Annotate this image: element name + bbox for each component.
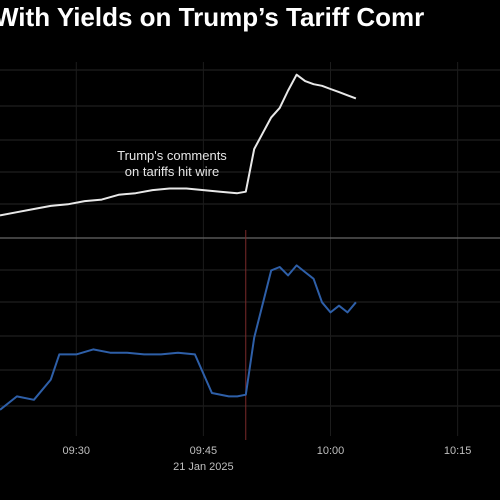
x-tick-label-4: 10:15 <box>444 445 472 457</box>
series-line-panel-1 <box>0 73 357 217</box>
label-layer: 09:30 09:45 10:00 10:15 21 Jan 2025 Trump's c… <box>63 148 472 473</box>
x-tick-label-1: 09:30 <box>63 445 91 457</box>
event-annotation-line-2: on tariffs hit wire <box>125 164 219 179</box>
series-layer <box>0 73 357 411</box>
series-line-panel-2 <box>0 264 357 411</box>
event-annotation-line-1: Trump's comments <box>117 148 227 163</box>
x-tick-label-2: 09:45 <box>190 445 218 457</box>
x-date-label: 21 Jan 2025 <box>173 461 234 473</box>
chart-title: With Yields on Trump’s Tariff Comr <box>0 2 425 32</box>
x-tick-label-3: 10:00 <box>317 445 345 457</box>
grid-layer <box>0 62 500 440</box>
event-annotation: Trump's comments on tariffs hit wire <box>117 148 227 179</box>
